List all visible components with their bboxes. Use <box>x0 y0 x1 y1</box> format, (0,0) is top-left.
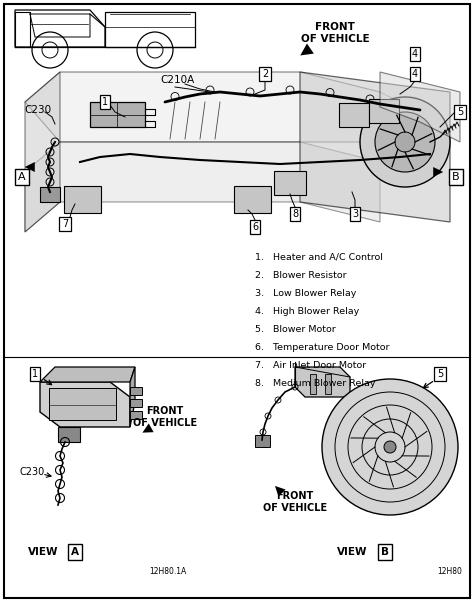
Text: A: A <box>18 172 26 182</box>
Text: VIEW: VIEW <box>27 547 58 557</box>
Text: B: B <box>381 547 389 557</box>
Text: 1.   Heater and A/C Control: 1. Heater and A/C Control <box>255 252 383 261</box>
Bar <box>58 427 80 442</box>
Polygon shape <box>295 367 350 397</box>
Text: 1: 1 <box>32 369 38 379</box>
FancyBboxPatch shape <box>49 388 116 420</box>
Text: VIEW: VIEW <box>337 547 367 557</box>
Circle shape <box>322 379 458 515</box>
Polygon shape <box>25 142 380 232</box>
Text: 3.   Low Blower Relay: 3. Low Blower Relay <box>255 288 356 297</box>
Polygon shape <box>380 72 460 142</box>
FancyBboxPatch shape <box>274 171 306 195</box>
Polygon shape <box>130 367 135 427</box>
Circle shape <box>360 97 450 187</box>
Text: 5: 5 <box>457 107 463 117</box>
Text: 4: 4 <box>412 69 418 79</box>
Text: 8.   Medium Blower Relay: 8. Medium Blower Relay <box>255 379 375 388</box>
Bar <box>130 399 142 407</box>
Bar <box>130 411 142 419</box>
Text: FRONT
OF VEHICLE: FRONT OF VEHICLE <box>133 406 197 428</box>
Text: FRONT
OF VEHICLE: FRONT OF VEHICLE <box>301 22 369 44</box>
Text: 2: 2 <box>262 69 268 79</box>
Circle shape <box>375 112 435 172</box>
Polygon shape <box>40 367 135 382</box>
FancyBboxPatch shape <box>339 103 369 127</box>
Text: 6.   Temperature Door Motor: 6. Temperature Door Motor <box>255 343 390 352</box>
Text: A: A <box>71 547 79 557</box>
Text: 5: 5 <box>437 369 443 379</box>
Text: 6: 6 <box>252 222 258 232</box>
Bar <box>325 374 331 394</box>
Polygon shape <box>300 72 450 222</box>
Bar <box>310 374 316 394</box>
Text: 7.   Air Inlet Door Motor: 7. Air Inlet Door Motor <box>255 361 366 370</box>
Text: FRONT
OF VEHICLE: FRONT OF VEHICLE <box>263 491 327 513</box>
Text: 2.   Blower Resistor: 2. Blower Resistor <box>255 270 346 279</box>
Text: 12H80: 12H80 <box>438 568 463 577</box>
Text: C230: C230 <box>25 105 52 115</box>
Polygon shape <box>25 72 420 142</box>
Bar <box>40 187 60 202</box>
FancyBboxPatch shape <box>64 186 101 213</box>
Bar <box>130 387 142 395</box>
Polygon shape <box>40 382 130 427</box>
Text: 8: 8 <box>292 209 298 219</box>
Text: 7: 7 <box>62 219 68 229</box>
Text: 1: 1 <box>102 97 108 107</box>
Text: 3: 3 <box>352 209 358 219</box>
Polygon shape <box>25 72 60 232</box>
Polygon shape <box>90 102 145 127</box>
Circle shape <box>384 441 396 453</box>
FancyBboxPatch shape <box>369 99 399 123</box>
Bar <box>255 435 270 447</box>
Text: 4.   High Blower Relay: 4. High Blower Relay <box>255 306 359 315</box>
Text: C230: C230 <box>19 467 45 477</box>
Text: 5.   Blower Motor: 5. Blower Motor <box>255 324 336 334</box>
Text: 4: 4 <box>412 49 418 59</box>
Circle shape <box>395 132 415 152</box>
Text: B: B <box>452 172 460 182</box>
Text: C210A: C210A <box>161 75 195 85</box>
FancyBboxPatch shape <box>234 186 271 213</box>
Text: 12H80.1A: 12H80.1A <box>149 568 187 577</box>
